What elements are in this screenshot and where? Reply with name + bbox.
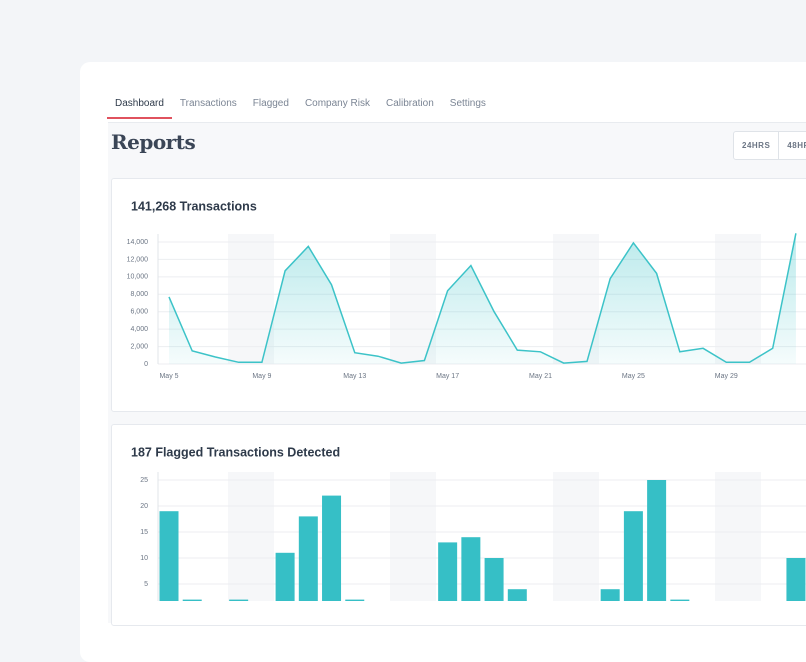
nav-tab[interactable]: Calibration [385, 98, 434, 109]
x-tick-label: May 5 [159, 373, 178, 380]
nav-tab[interactable]: Settings [449, 98, 486, 109]
charts: 141,268 Transactions 0 2,000 4,000 6,000 8,00… [127, 199, 806, 601]
nav-tab[interactable]: Transactions [179, 98, 237, 109]
line [168, 233, 797, 364]
y-tick-label: 8,000 [130, 291, 148, 298]
y-tick-label: 10,000 [127, 274, 149, 281]
nav: Dashboard Transactions Flagged Company Risk… [107, 96, 498, 119]
weekend-band [715, 234, 761, 364]
x-tick-label: May 29 [715, 373, 738, 380]
bar [623, 511, 643, 601]
page-title: Reports [111, 130, 196, 154]
y-tick-label: 6,000 [130, 309, 148, 316]
nav-tab[interactable]: Company Risk [304, 98, 370, 109]
y-tick-label: 14,000 [127, 239, 149, 246]
bar [159, 511, 179, 601]
bar [461, 537, 481, 601]
range-button[interactable]: 24HRS [734, 132, 780, 159]
bar [647, 480, 667, 601]
bar [345, 599, 365, 601]
x-tick-label: May 17 [436, 373, 459, 380]
bar [507, 589, 527, 601]
y-tick-label: 25 [140, 477, 148, 484]
weekend-band [553, 472, 599, 601]
bar [786, 558, 806, 601]
weekend-band [390, 472, 436, 601]
weekend-band [390, 234, 436, 364]
y-tick-label: 12,000 [127, 256, 149, 263]
bar [298, 516, 318, 601]
bar [182, 599, 202, 601]
chart-title: 187 Flagged Transactions Detected [131, 445, 340, 459]
bar [600, 589, 620, 601]
x-tick-label: May 13 [343, 373, 366, 380]
bar [322, 495, 342, 601]
bar [670, 599, 690, 601]
y-tick-label: 5 [144, 581, 148, 588]
x-tick-label: May 9 [252, 373, 271, 380]
y-tick-label: 0 [144, 361, 148, 368]
card [111, 424, 806, 626]
range-buttons: 24HRS48HRS [733, 131, 806, 160]
bar [438, 542, 458, 601]
y-tick-label: 20 [140, 503, 148, 510]
x-tick-label: May 21 [529, 373, 552, 380]
x-tick-label: May 25 [622, 373, 645, 380]
bar [484, 558, 504, 601]
nav-tab[interactable]: Flagged [252, 98, 289, 109]
bar [275, 552, 295, 601]
y-tick-label: 4,000 [130, 326, 148, 333]
weekend-band [228, 472, 274, 601]
area-fill [169, 233, 796, 364]
range-button[interactable]: 48HRS [779, 132, 806, 159]
page: Dashboard Transactions Flagged Company Risk… [80, 62, 806, 662]
weekend-band [553, 234, 599, 364]
y-tick-label: 2,000 [130, 343, 148, 350]
nav-tab[interactable]: Dashboard [107, 96, 172, 119]
y-tick-label: 15 [140, 529, 148, 536]
y-tick-label: 10 [140, 555, 148, 562]
weekend-band [715, 472, 761, 601]
chart-title: 141,268 Transactions [131, 199, 257, 213]
bar [229, 599, 249, 601]
